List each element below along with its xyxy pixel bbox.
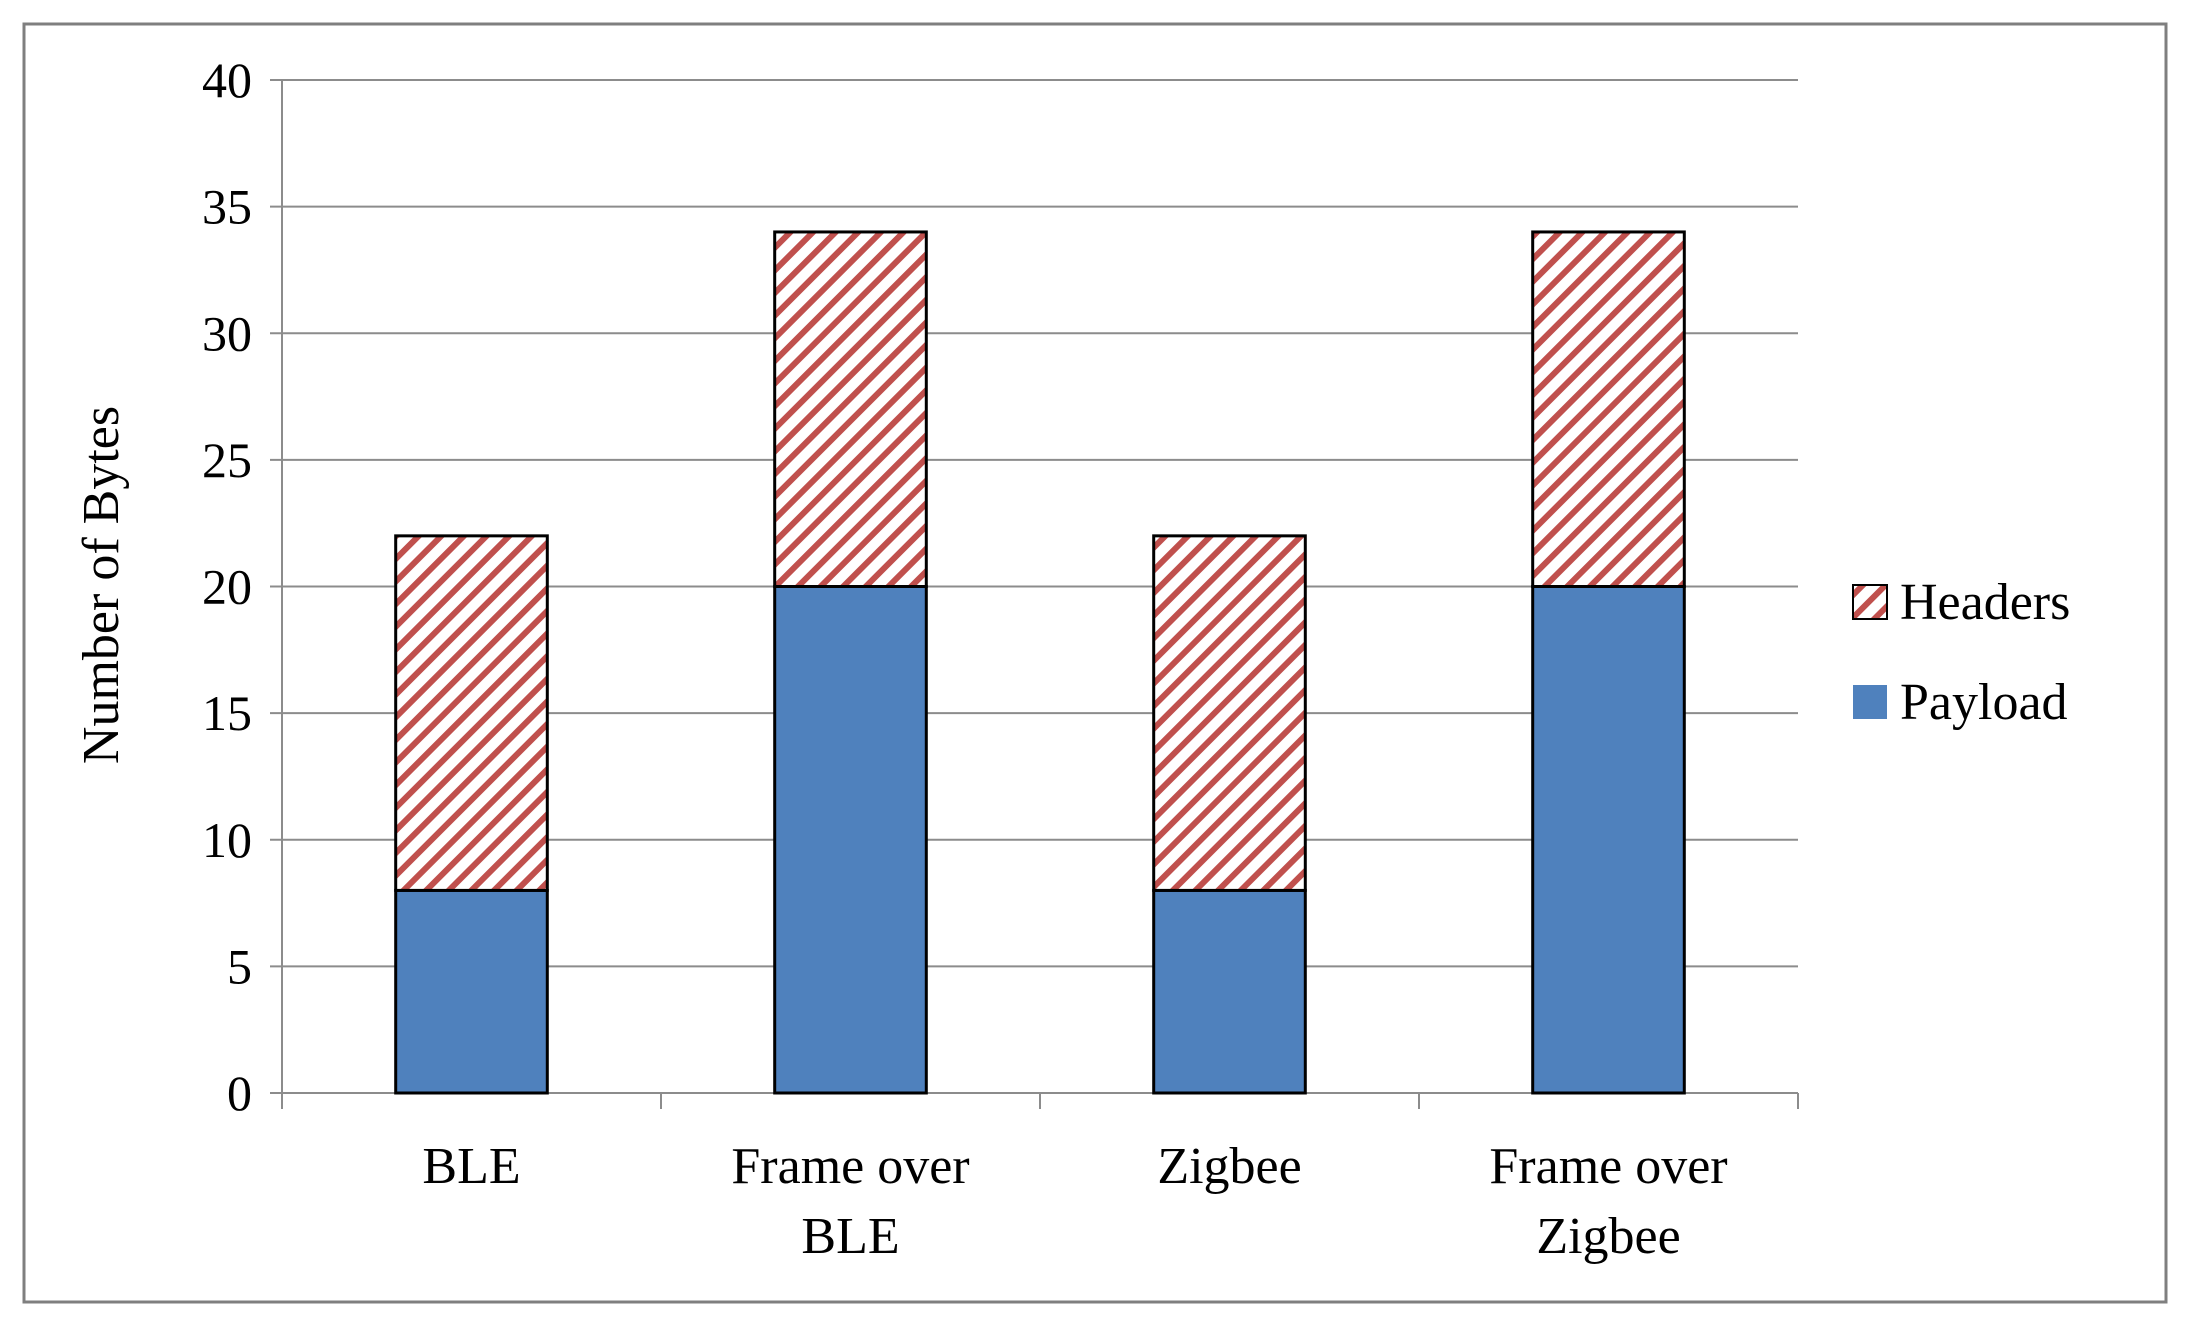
legend-swatch-payload bbox=[1853, 685, 1887, 719]
bar-headers-0 bbox=[394, 534, 549, 892]
y-tick-label: 10 bbox=[202, 812, 252, 868]
y-tick-label: 30 bbox=[202, 305, 252, 361]
bar-headers-2 bbox=[1152, 534, 1307, 892]
bar-payload-0 bbox=[394, 888, 549, 1095]
legend-label-payload: Payload bbox=[1900, 674, 2068, 731]
legend-swatch-headers bbox=[1852, 584, 1888, 620]
x-tick-label: Frame over bbox=[731, 1138, 969, 1195]
labels: Number of Bytes 0 5 10 15 20 25 30 35 40 BLE Frame… bbox=[73, 52, 1728, 1265]
bar-payload-3 bbox=[1531, 585, 1686, 1095]
y-tick-label: 25 bbox=[202, 432, 252, 488]
y-axis-label: Number of Bytes bbox=[73, 406, 130, 764]
bar-headers-3 bbox=[1531, 230, 1686, 588]
y-tick-label: 35 bbox=[202, 179, 252, 235]
legend-label-headers: Headers bbox=[1900, 574, 2070, 631]
x-tick-label: Zigbee bbox=[1157, 1138, 1301, 1195]
x-tick-label: BLE bbox=[801, 1208, 899, 1265]
bar-headers-1 bbox=[773, 230, 928, 588]
y-tick-label: 0 bbox=[227, 1065, 252, 1121]
legend: Headers Payload bbox=[1852, 574, 2070, 731]
y-tick-label: 5 bbox=[227, 938, 252, 994]
x-tick-label: BLE bbox=[422, 1138, 520, 1195]
x-tick-label: Frame over bbox=[1489, 1138, 1727, 1195]
y-tick-label: 15 bbox=[202, 685, 252, 741]
bars bbox=[394, 230, 1686, 1095]
bar-payload-1 bbox=[773, 585, 928, 1095]
bar-payload-2 bbox=[1152, 888, 1307, 1095]
y-tick-label: 20 bbox=[202, 559, 252, 615]
chart-frame bbox=[22, 22, 2168, 1304]
x-tick-label: Zigbee bbox=[1536, 1208, 1680, 1265]
y-tick-label: 40 bbox=[202, 52, 252, 108]
